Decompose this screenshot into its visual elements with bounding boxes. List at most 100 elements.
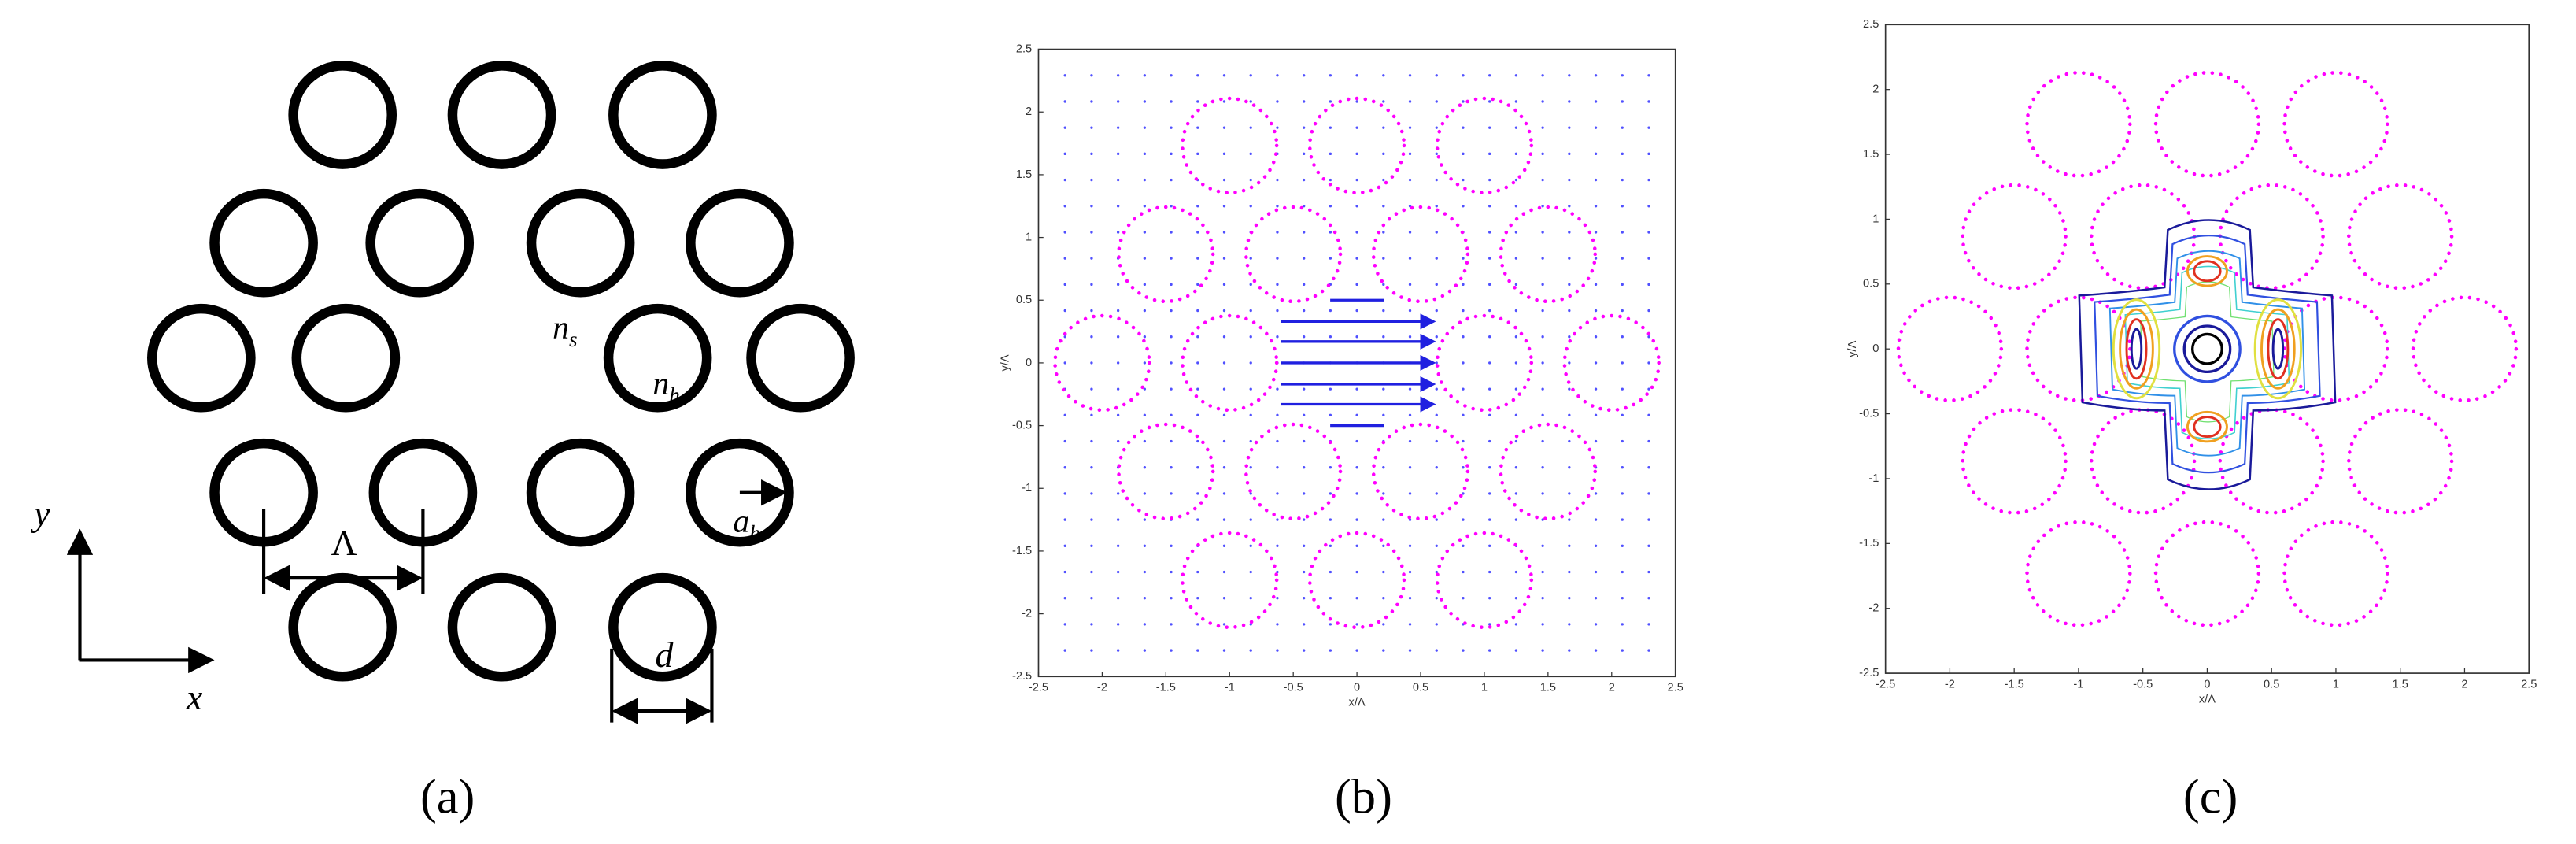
field-dot (1329, 231, 1332, 234)
field-dot (1488, 231, 1491, 234)
contour (2271, 328, 2285, 370)
x-tick-label: -2 (1945, 679, 1955, 691)
field-dot (1408, 126, 1412, 129)
field-dot (1302, 544, 1306, 547)
n-h-label: nh (652, 366, 679, 407)
y-tick-label: -2 (1022, 607, 1032, 620)
field-dot (1196, 257, 1199, 260)
field-dot (1382, 152, 1385, 156)
hole-outline (1371, 422, 1470, 521)
field-dot (1063, 413, 1066, 416)
field-dot (1302, 387, 1306, 391)
field-dot (1488, 126, 1491, 129)
field-dot (1488, 492, 1491, 495)
field-dot (1355, 231, 1358, 234)
field-dot (1143, 257, 1147, 260)
y-tick-label: -1 (1868, 472, 1879, 485)
field-dot (1382, 492, 1385, 495)
hole-outline (1307, 96, 1406, 195)
hole-outline (2153, 520, 2261, 627)
contour (2094, 235, 2321, 474)
field-dot (1276, 570, 1279, 574)
field-dot (1143, 413, 1147, 416)
field-dot (1329, 257, 1332, 260)
field-dot (1143, 623, 1147, 626)
field-dot (1462, 126, 1465, 129)
field-dot (1541, 126, 1544, 129)
field-dot (1143, 309, 1147, 313)
field-dot (1143, 387, 1147, 391)
field-dot (1143, 492, 1147, 495)
field-dot (1249, 570, 1252, 574)
field-dot (1222, 100, 1226, 103)
field-dot (1621, 361, 1624, 365)
field-dot (1090, 518, 1093, 521)
field-dot (1514, 283, 1518, 286)
field-dot (1116, 649, 1120, 652)
field-dot (1196, 74, 1199, 77)
x-tick-label: 1 (2333, 679, 2339, 691)
field-dot (1488, 74, 1491, 77)
field-dot (1196, 126, 1199, 129)
field-dot (1514, 387, 1518, 391)
field-dot (1143, 74, 1147, 77)
field-dot (1594, 283, 1598, 286)
field-dot (1568, 178, 1571, 182)
field-dot (1488, 466, 1491, 469)
field-dot (1382, 126, 1385, 129)
field-dot (1249, 283, 1252, 286)
field-dot (1594, 413, 1598, 416)
field-dot (1355, 100, 1358, 103)
field-dot (1276, 178, 1279, 182)
field-dot (1408, 335, 1412, 339)
field-dot (1541, 387, 1544, 391)
hole-outline (1435, 313, 1534, 413)
field-dot (1329, 413, 1332, 416)
field-dot (1435, 439, 1438, 443)
field-dot (1090, 126, 1093, 129)
field-dot (1541, 152, 1544, 156)
contour (2253, 298, 2303, 400)
contour (2267, 318, 2290, 380)
field-dot (1514, 231, 1518, 234)
field-dot (1249, 309, 1252, 313)
field-dot (1647, 518, 1650, 521)
field-dot (1276, 649, 1279, 652)
contour (2260, 308, 2296, 390)
field-dot (1514, 439, 1518, 443)
panel-label: (c) (2183, 768, 2238, 824)
field-dot (1063, 178, 1066, 182)
field-dot (1170, 152, 1173, 156)
field-dot (1063, 544, 1066, 547)
field-dot (1116, 570, 1120, 574)
field-dot (1143, 518, 1147, 521)
field-dot (1514, 492, 1518, 495)
x-tick-label: -0.5 (2133, 679, 2153, 691)
field-dot (1408, 100, 1412, 103)
panel-label: (a) (420, 768, 475, 824)
field-dot (1408, 570, 1412, 574)
field-dot (1514, 309, 1518, 313)
x-tick-label: -0.5 (1284, 682, 1303, 694)
field-dot (1116, 309, 1120, 313)
field-dot (1647, 570, 1650, 574)
field-dot (1541, 309, 1544, 313)
field-dot (1143, 597, 1147, 600)
field-dot (1329, 466, 1332, 469)
field-dot (1063, 74, 1066, 77)
field-dot (1647, 597, 1650, 600)
field-dot (1249, 74, 1252, 77)
field-dot (1621, 623, 1624, 626)
field-dot (1302, 152, 1306, 156)
field-dot (1647, 439, 1650, 443)
field-dot (1488, 283, 1491, 286)
field-dot (1355, 335, 1358, 339)
field-dot (1222, 257, 1226, 260)
field-dot (1514, 570, 1518, 574)
field-dot (1621, 466, 1624, 469)
hole-outline (1371, 205, 1470, 304)
field-dot (1514, 466, 1518, 469)
panel-a: ns nh ah Λ d y x (a) (31, 61, 855, 824)
hole-outline (1435, 531, 1534, 630)
field-dot (1170, 205, 1173, 208)
